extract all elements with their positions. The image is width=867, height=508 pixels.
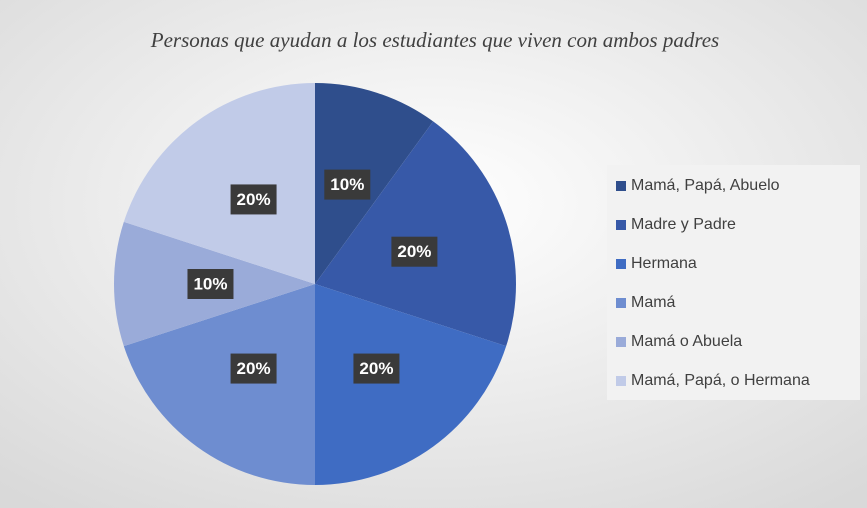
- legend-label: Madre y Padre: [631, 216, 736, 233]
- data-label-box: [230, 184, 277, 215]
- legend-swatch: [616, 376, 626, 386]
- legend-swatch: [616, 220, 626, 230]
- data-label-box: [230, 353, 277, 384]
- data-label: 20%: [397, 242, 431, 261]
- legend-swatch: [616, 181, 626, 191]
- data-label: 20%: [359, 359, 393, 378]
- legend-label: Mamá, Papá, Abuelo: [631, 177, 780, 194]
- pie-slice: [315, 121, 516, 347]
- legend-box: [607, 165, 860, 400]
- data-label-box: [187, 269, 234, 299]
- data-label: 20%: [237, 190, 271, 209]
- data-label-box: [391, 236, 438, 267]
- data-label-box: [324, 169, 371, 200]
- legend-label: Mamá, Papá, o Hermana: [631, 372, 810, 389]
- chart-title: Personas que ayudan a los estudiantes qu…: [150, 28, 719, 52]
- pie-slice: [123, 284, 315, 485]
- legend-label: Mamá: [631, 294, 676, 311]
- data-label: 20%: [237, 359, 271, 378]
- legend-swatch: [616, 259, 626, 269]
- pie-slice: [315, 83, 434, 284]
- data-label: 10%: [330, 175, 364, 194]
- pie-slice: [123, 82, 315, 284]
- data-label-box: [353, 353, 400, 384]
- legend-label: Mamá o Abuela: [631, 333, 742, 350]
- pie-slice: [315, 284, 507, 485]
- legend-swatch: [616, 337, 626, 347]
- data-label: 10%: [193, 274, 227, 293]
- legend-swatch: [616, 298, 626, 308]
- legend-label: Hermana: [631, 255, 697, 272]
